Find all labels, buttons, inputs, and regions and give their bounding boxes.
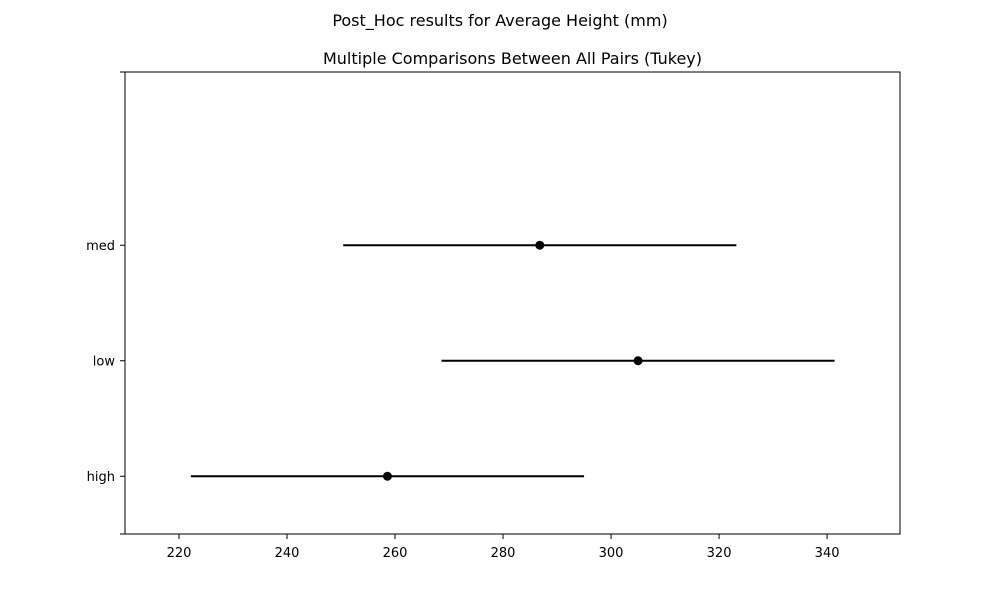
chart-suptitle: Post_Hoc results for Average Height (mm) (332, 11, 667, 31)
plot-frame (124, 71, 901, 535)
chart-title: Multiple Comparisons Between All Pairs (… (323, 49, 702, 68)
mean-marker-high (382, 471, 392, 481)
y-tick-label: low (93, 354, 116, 369)
y-tick-label: high (87, 470, 115, 485)
x-tick-label: 220 (167, 546, 192, 561)
x-tick-label: 300 (599, 546, 624, 561)
plot-area: 220 240 260 280 300 320 340 high low med (86, 71, 901, 561)
x-tick-label: 340 (815, 546, 840, 561)
mean-marker-low (633, 356, 643, 366)
x-tick-label: 260 (383, 546, 408, 561)
mean-marker-med (535, 240, 545, 250)
x-tick-label: 280 (491, 546, 516, 561)
x-tick-label: 320 (707, 546, 732, 561)
x-tick-label: 240 (275, 546, 300, 561)
y-tick-label: med (86, 239, 115, 254)
